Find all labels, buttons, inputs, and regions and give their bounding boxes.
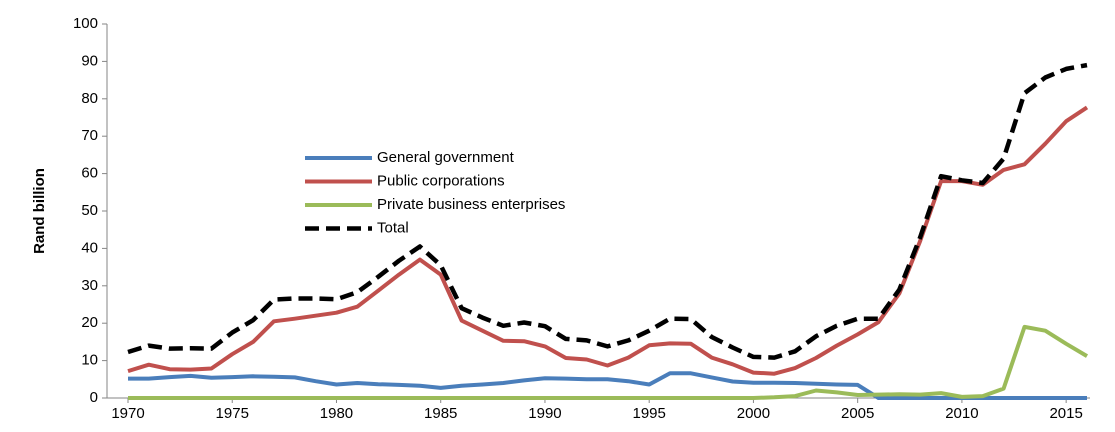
y-tick-label: 50 xyxy=(81,202,98,219)
y-tick-label: 70 xyxy=(81,127,98,144)
x-tick-label: 1980 xyxy=(320,405,353,422)
y-tick-label: 80 xyxy=(81,90,98,107)
legend-label: Public corporations xyxy=(377,172,505,189)
y-tick-label: 30 xyxy=(81,277,98,294)
y-tick-label: 100 xyxy=(73,15,98,32)
legend-label: Private business enterprises xyxy=(377,196,565,213)
y-tick-label: 10 xyxy=(81,352,98,369)
series-line xyxy=(127,62,1088,360)
y-tick-label: 90 xyxy=(81,52,98,69)
legend-label: Total xyxy=(377,219,409,236)
x-tick-label: 2005 xyxy=(841,405,874,422)
y-tick-label: 60 xyxy=(81,165,98,182)
x-tick-label: 2010 xyxy=(945,405,978,422)
x-tick-label: 1975 xyxy=(216,405,249,422)
y-tick-label: 40 xyxy=(81,239,98,256)
x-tick-label: 2015 xyxy=(1049,405,1082,422)
y-tick-label: 20 xyxy=(81,314,98,331)
x-tick-label: 2000 xyxy=(737,405,770,422)
x-tick-label: 1970 xyxy=(111,405,144,422)
x-tick-label: 1985 xyxy=(424,405,457,422)
series-line xyxy=(128,324,1089,400)
y-axis-label: Rand billion xyxy=(31,168,48,254)
legend-label: General government xyxy=(377,149,515,166)
series-line xyxy=(128,371,1087,400)
x-tick-label: 1990 xyxy=(528,405,561,422)
x-tick-label: 1995 xyxy=(633,405,666,422)
series-line xyxy=(127,105,1089,376)
y-tick-label: 0 xyxy=(90,389,98,406)
